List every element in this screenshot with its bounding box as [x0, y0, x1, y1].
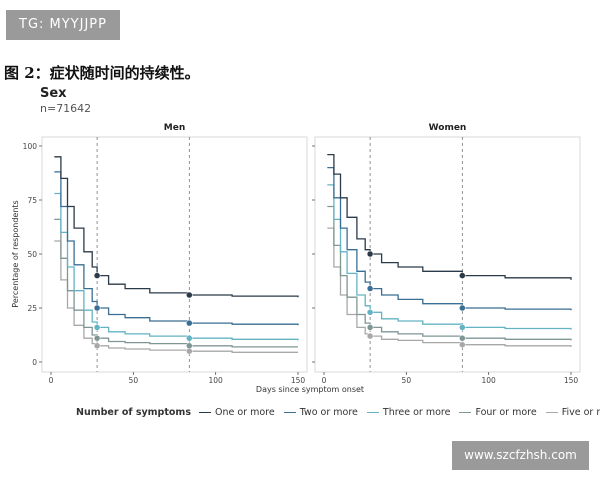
legend-label: Three or more [382, 407, 451, 418]
legend-swatch [198, 412, 211, 413]
x-tick-label-men-0: 0 [49, 376, 54, 385]
panel-frame-men [41, 136, 308, 373]
marker-women-four-or-more-28 [366, 324, 374, 331]
x-axis-label: Days since symptom onset [256, 385, 364, 394]
legend-swatch [283, 412, 296, 413]
marker-men-two-or-more-84 [186, 319, 193, 327]
marker-men-three-or-more-84 [186, 334, 193, 342]
marker-men-one-or-more-28 [93, 272, 101, 279]
marker-men-five-or-more-28 [93, 342, 101, 350]
x-tick-label-women-0: 0 [322, 376, 327, 385]
legend-label: One or more [214, 407, 275, 418]
marker-women-one-or-more-84 [459, 272, 466, 279]
y-tick-label-50: 50 [27, 250, 37, 259]
marker-women-three-or-more-28 [366, 309, 374, 316]
y-tick-label-75: 75 [27, 196, 37, 205]
x-tick-label-men-150: 150 [291, 376, 306, 385]
y-axis-label: Percentage of respondents [11, 200, 20, 307]
marker-women-five-or-more-28 [366, 332, 374, 340]
marker-men-four-or-more-84 [186, 342, 193, 350]
legend-item-one-or-more: One or more [198, 407, 275, 418]
legend-label: Two or more [299, 407, 358, 418]
marker-women-two-or-more-84 [459, 304, 466, 312]
legend-swatch [459, 412, 472, 413]
marker-women-one-or-more-28 [366, 250, 374, 258]
legend-item-four-or-more: Four or more [459, 407, 537, 418]
legend-item-two-or-more: Two or more [283, 407, 358, 418]
x-tick-label-women-50: 50 [402, 376, 412, 385]
facet-title-men: Men [164, 123, 185, 133]
facet-title-women: Women [429, 123, 467, 133]
panel-frame-women [314, 136, 581, 373]
watermark-bottom: www.szcfzhsh.com [452, 441, 589, 470]
marker-men-five-or-more-84 [186, 347, 193, 355]
marker-women-two-or-more-28 [366, 285, 374, 292]
legend-swatch [366, 412, 379, 413]
legend-label: Five or more [561, 407, 600, 418]
legend-title: Number of symptoms [76, 407, 191, 418]
figure-caption: 图 2：症状随时间的持续性。 [4, 64, 200, 82]
x-tick-label-women-100: 100 [482, 376, 497, 385]
marker-women-four-or-more-84 [459, 334, 466, 342]
marker-men-four-or-more-28 [93, 334, 101, 342]
marker-women-five-or-more-84 [459, 341, 466, 348]
marker-women-three-or-more-84 [459, 324, 466, 331]
x-tick-label-women-150: 150 [564, 376, 579, 385]
y-tick-label-100: 100 [23, 142, 38, 151]
legend-swatch [545, 412, 558, 413]
y-tick-label-0: 0 [32, 358, 37, 367]
legend-item-five-or-more: Five or more [545, 407, 600, 418]
legend-label: Four or more [475, 407, 537, 418]
chart-subtitle: Sex [40, 86, 67, 101]
watermark-top: TG: MYYJJPP [6, 10, 120, 40]
marker-men-one-or-more-84 [186, 291, 193, 299]
legend-item-three-or-more: Three or more [366, 407, 451, 418]
x-tick-label-men-50: 50 [129, 376, 139, 385]
legend-items: One or more Two or more Three or more Four … [198, 407, 600, 418]
marker-men-two-or-more-28 [93, 304, 101, 312]
sample-size: n=71642 [40, 102, 92, 115]
marker-men-three-or-more-28 [93, 324, 101, 331]
y-tick-label-25: 25 [27, 304, 37, 313]
x-tick-label-men-100: 100 [209, 376, 224, 385]
legend: Number of symptoms One or more Two or mor… [76, 407, 600, 418]
